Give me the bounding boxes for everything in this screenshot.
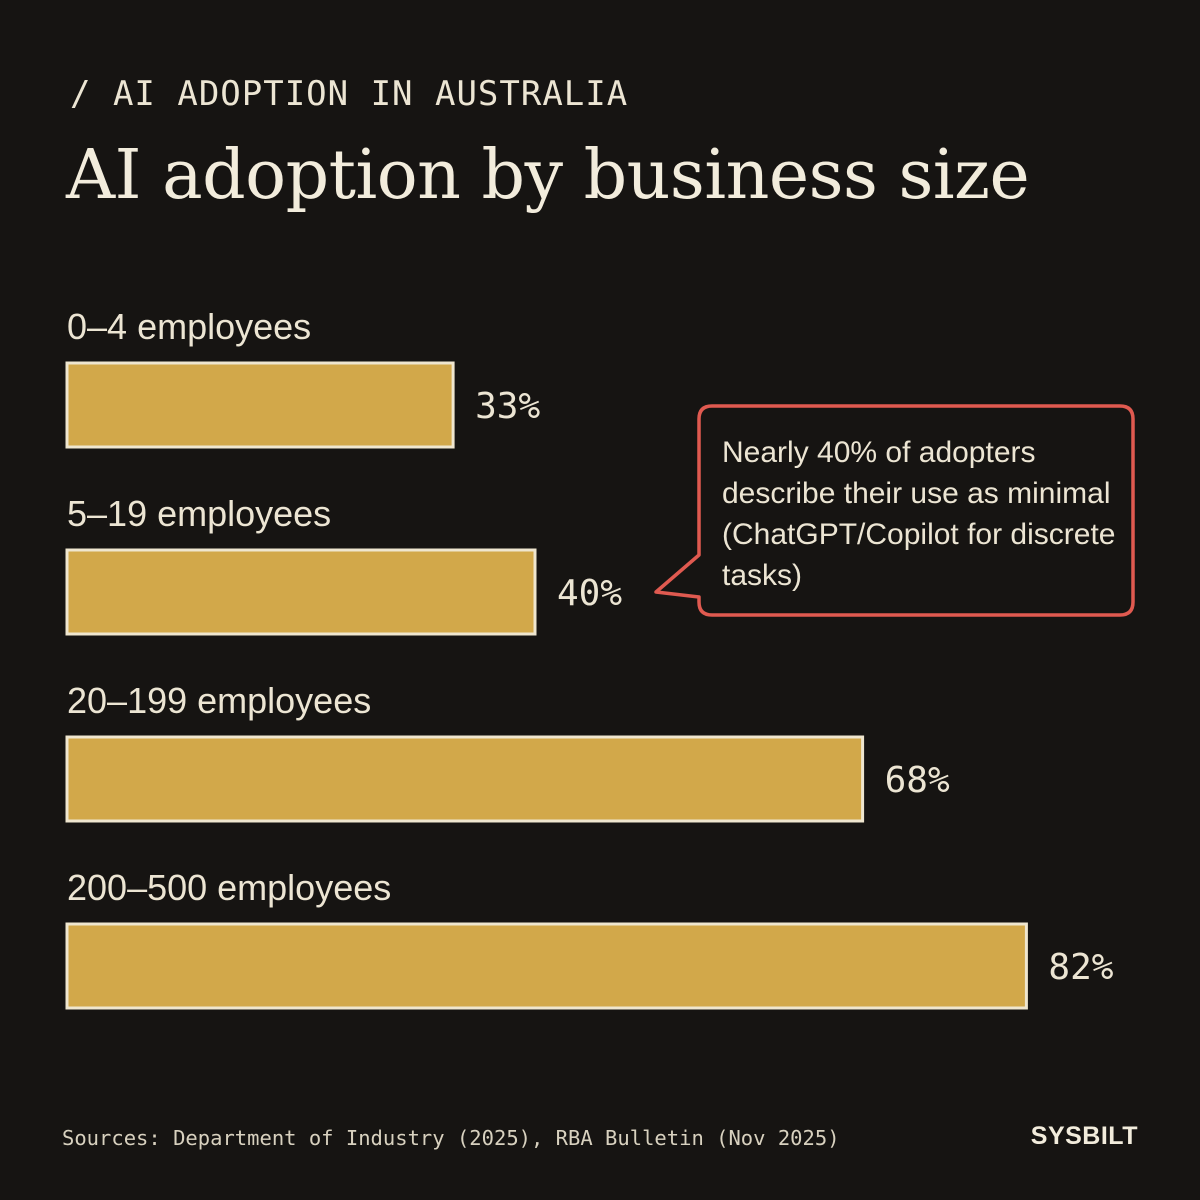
value-label: 82% <box>1048 947 1113 988</box>
bars-layer: 0–4 employees 33% 5–19 employees 40% 20–199 … <box>65 306 1114 1010</box>
bar <box>65 548 537 636</box>
bar <box>65 361 455 449</box>
value-label: 68% <box>885 760 950 801</box>
chart-title: AI adoption by business size <box>66 136 1030 215</box>
sources-note: Sources: Department of Industry (2025), … <box>62 1126 840 1150</box>
callout <box>654 404 1135 617</box>
category-label: 20–199 employees <box>67 680 371 721</box>
value-label: 33% <box>475 386 540 427</box>
category-label: 200–500 employees <box>67 867 391 908</box>
callout-text: Nearly 40% of adopters describe their us… <box>722 436 1116 592</box>
category-label: 5–19 employees <box>67 493 331 534</box>
value-label: 40% <box>557 573 622 614</box>
eyebrow-label: / AI ADOPTION IN AUSTRALIA <box>70 74 629 114</box>
category-label: 0–4 employees <box>67 306 311 347</box>
bar <box>65 922 1028 1010</box>
brand-logo: SYSBILT <box>1030 1122 1138 1150</box>
callout-box <box>654 404 1135 617</box>
bar <box>65 735 865 823</box>
